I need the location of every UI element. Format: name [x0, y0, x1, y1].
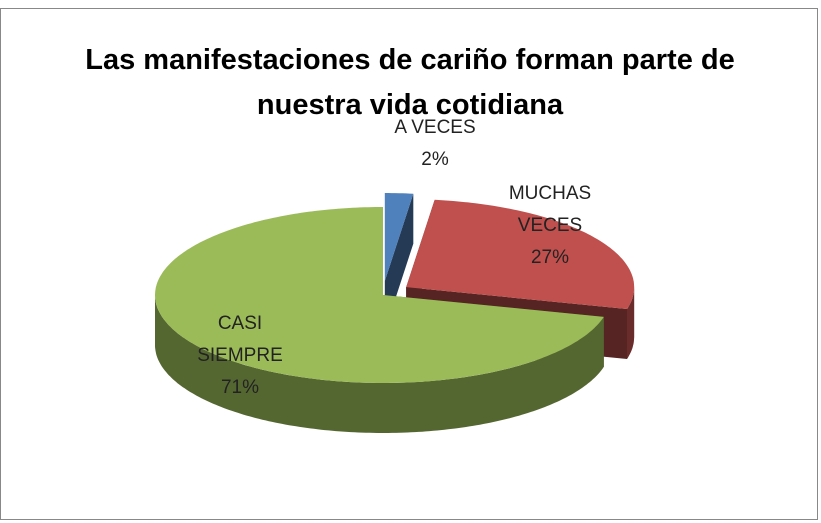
value-label: 27% [530, 247, 570, 268]
slice [384, 193, 414, 281]
chart-frame [0, 8, 818, 520]
slice [155, 207, 604, 383]
data-label: A VECES 2% [375, 112, 495, 176]
slice-side [155, 295, 604, 433]
data-label: CASI SIEMPRE 71% [190, 308, 290, 404]
chart-title: Las manifestaciones de cariño forman par… [85, 44, 735, 121]
data-label: MUCHAS VECES 27% [500, 178, 600, 274]
value-label: 71% [220, 377, 260, 398]
category-label: CASI SIEMPRE [197, 313, 283, 366]
slice [406, 199, 635, 309]
category-label: MUCHAS VECES [508, 183, 592, 236]
category-label: A VECES [394, 117, 476, 138]
slice-side [627, 287, 635, 359]
value-label: 2% [421, 149, 449, 170]
